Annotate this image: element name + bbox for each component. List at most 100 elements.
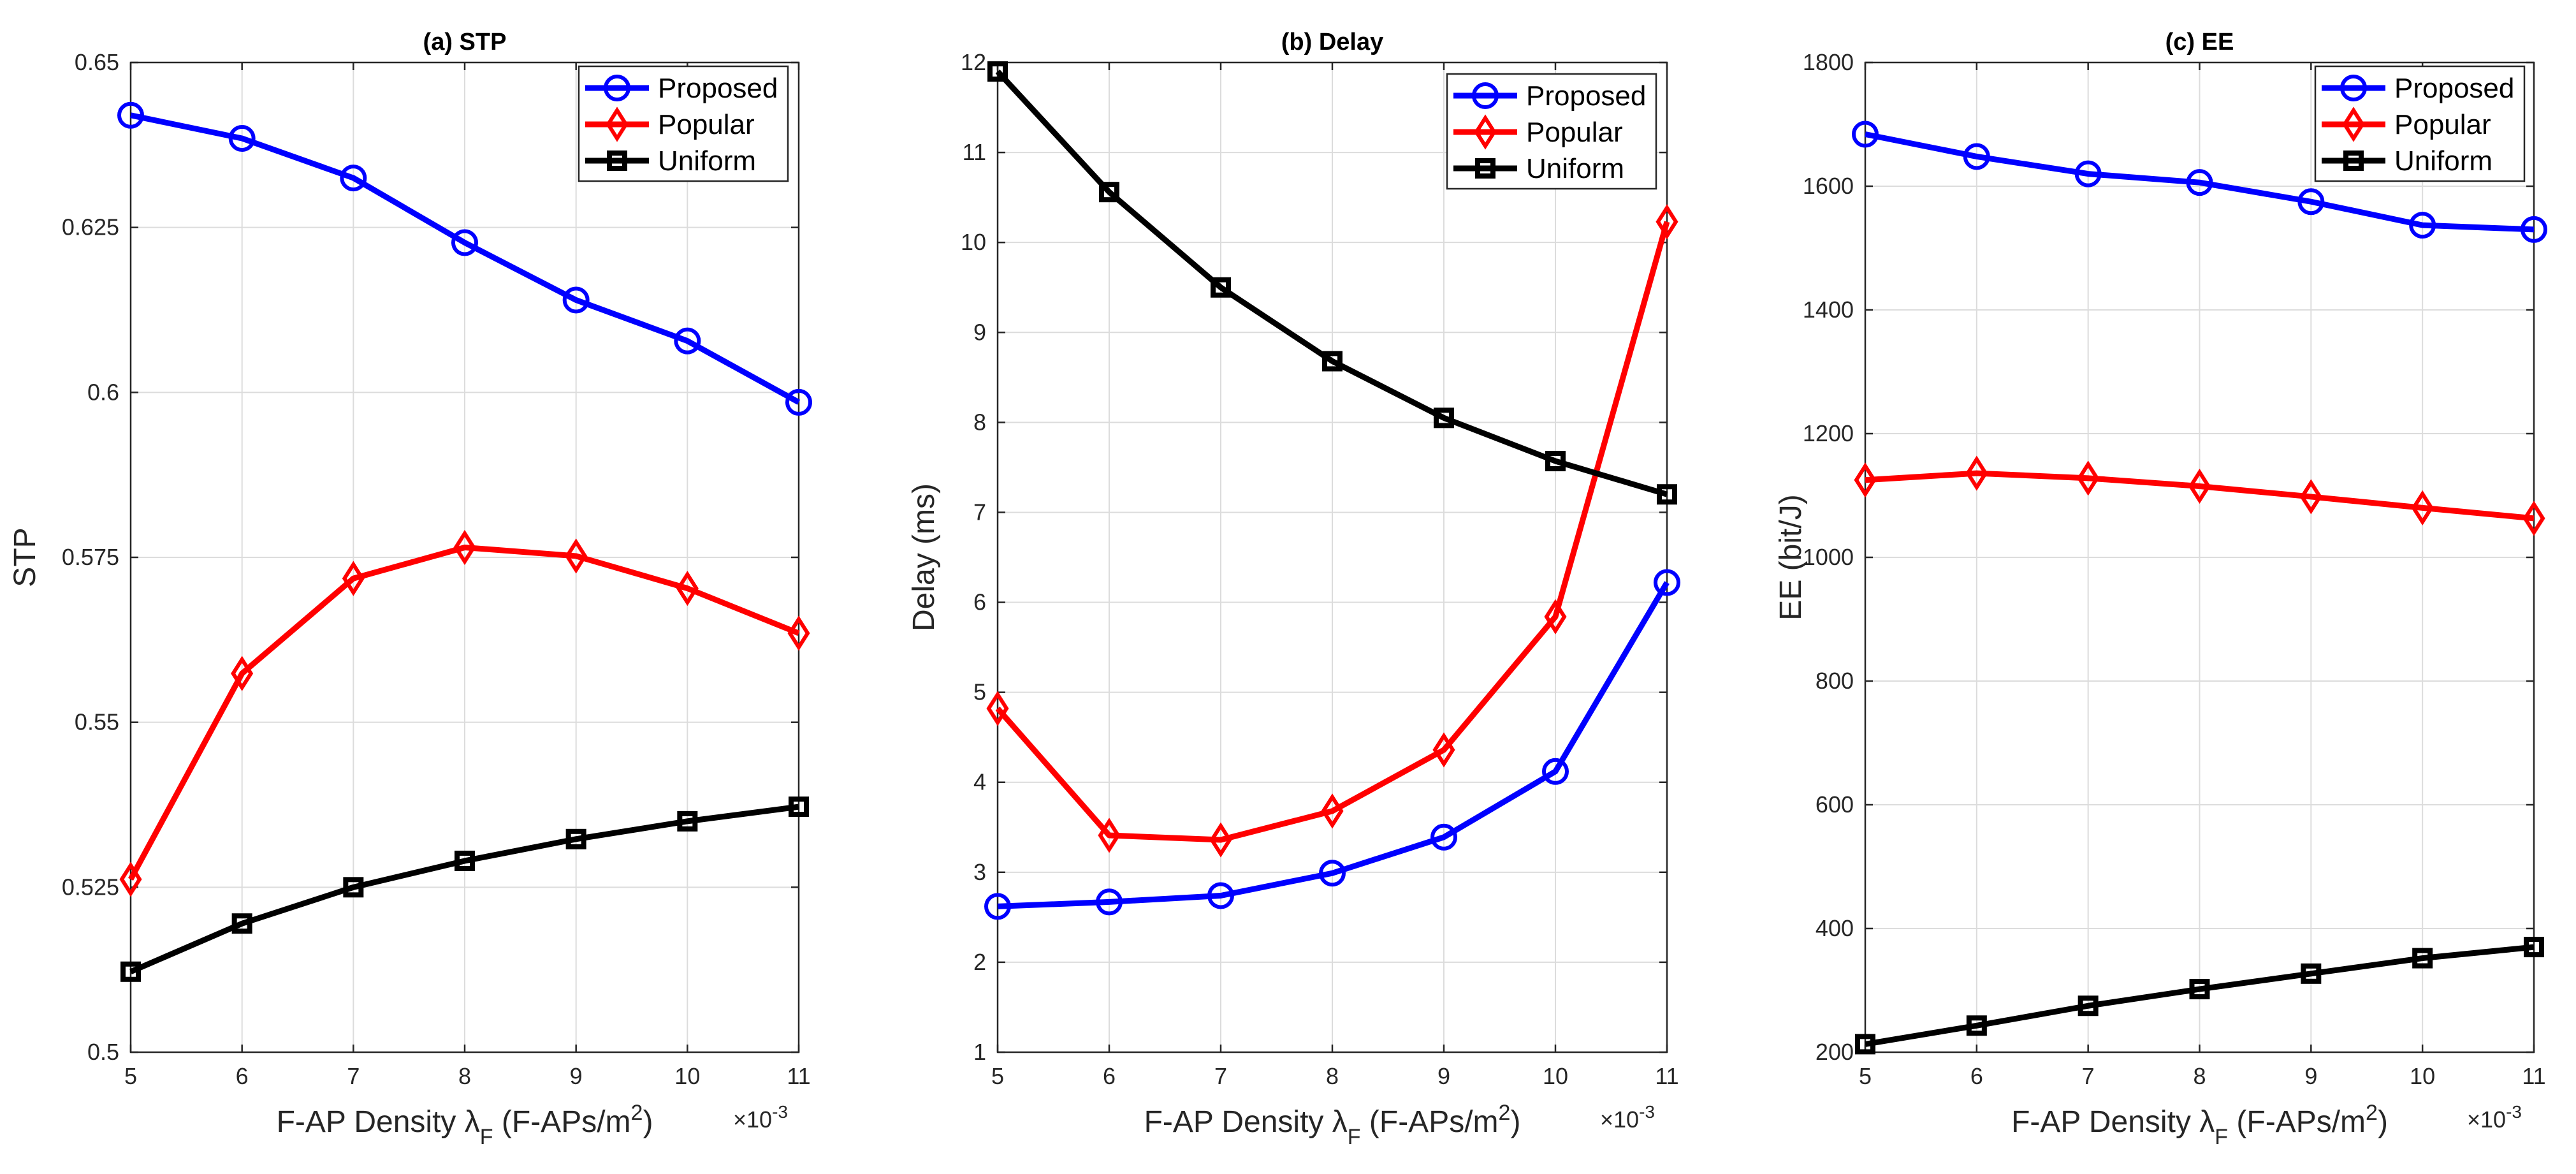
x-label-post: ) [643, 1105, 653, 1139]
data-point-uniform [1322, 351, 1343, 372]
data-point-popular [2522, 501, 2545, 536]
x-label-sub: F [2215, 1125, 2228, 1149]
legend-marker-uniform [2343, 150, 2364, 171]
y-tick-label: 1200 [1803, 420, 1854, 446]
y-tick-label: 3 [973, 859, 986, 885]
data-point-popular [1854, 462, 1877, 498]
x-label-mid: (F-APs/m [2228, 1105, 2366, 1139]
series-popular [119, 529, 810, 897]
legend-marker-uniform [1475, 158, 1495, 179]
y-tick-label: 11 [963, 139, 986, 165]
legend-label-popular: Popular [1526, 117, 1623, 148]
x-tick-label: 7 [347, 1063, 360, 1089]
legend-label-uniform: Uniform [658, 145, 756, 177]
data-point-uniform [1855, 1034, 1875, 1055]
x-tick-label: 8 [2193, 1063, 2206, 1089]
series-proposed [984, 569, 1680, 920]
series-uniform [120, 796, 809, 982]
legend-label-proposed: Proposed [2394, 73, 2514, 104]
x-label-post: ) [2378, 1105, 2388, 1139]
data-point-proposed [340, 165, 367, 192]
x-exponent-power: -3 [1639, 1102, 1655, 1122]
data-point-uniform [565, 828, 586, 849]
legend-label-uniform: Uniform [1526, 153, 1624, 184]
x-exponent-label: ×10-3 [733, 1102, 788, 1133]
y-tick-label: 0.55 [75, 709, 119, 735]
x-tick-label: 9 [570, 1063, 583, 1089]
legend-marker-proposed [2340, 75, 2367, 101]
data-point-popular [231, 656, 254, 691]
data-point-proposed [228, 124, 256, 152]
x-tick-label: 8 [458, 1063, 471, 1089]
x-label-sup: 2 [2366, 1101, 2378, 1125]
y-tick-label: 0.65 [75, 49, 119, 75]
x-tick-label: 5 [1859, 1063, 1872, 1089]
y-axis-label: EE (bit/J) [1774, 494, 1808, 620]
y-tick-label: 200 [1816, 1039, 1854, 1065]
y-tick-label: 2 [973, 949, 986, 975]
series-line-proposed [1865, 131, 2535, 233]
y-tick-label: 1000 [1803, 544, 1854, 570]
y-tick-label: 8 [973, 409, 986, 435]
x-axis-label: F-AP Density λF (F-APs/m2) [1144, 1101, 1521, 1149]
y-tick-label: 9 [973, 319, 986, 345]
x-exponent-base: ×10 [1600, 1106, 1639, 1133]
y-tick-label: 5 [973, 679, 986, 705]
data-point-proposed [117, 101, 144, 129]
legend-label-proposed: Proposed [1526, 80, 1646, 112]
series-line-popular [1865, 470, 2535, 522]
data-point-proposed [785, 388, 812, 416]
series-line-popular [995, 221, 1670, 843]
data-point-uniform [2189, 979, 2210, 1000]
data-point-proposed [1542, 758, 1569, 785]
y-tick-label: 400 [1816, 915, 1854, 941]
x-label-sub: F [480, 1125, 493, 1149]
y-tick-label: 7 [973, 499, 986, 525]
data-point-uniform [1657, 484, 1677, 505]
y-tick-label: 6 [973, 589, 986, 615]
data-point-proposed [1852, 121, 1879, 148]
x-label-mid: (F-APs/m [1361, 1105, 1499, 1139]
data-point-popular [119, 862, 142, 897]
data-point-proposed [984, 893, 1011, 920]
series-uniform [987, 61, 1677, 505]
data-point-proposed [1654, 569, 1680, 596]
y-tick-label: 0.625 [62, 214, 119, 240]
y-tick-label: 1800 [1803, 49, 1854, 75]
data-point-uniform [2412, 948, 2433, 969]
legend-marker-uniform [607, 150, 627, 171]
x-tick-label: 7 [1214, 1063, 1227, 1089]
chart-title: (a) STP [423, 29, 507, 55]
y-tick-label: 800 [1816, 668, 1854, 694]
x-tick-label: 6 [236, 1063, 249, 1089]
data-point-uniform [1545, 451, 1566, 472]
x-exponent-base: ×10 [2467, 1106, 2506, 1133]
data-point-uniform [789, 796, 809, 818]
data-point-popular [676, 571, 699, 606]
y-tick-label: 1 [973, 1039, 986, 1065]
data-point-proposed [2074, 160, 2102, 187]
series-proposed [117, 101, 812, 416]
data-point-popular [1098, 818, 1121, 853]
y-tick-label: 600 [1816, 791, 1854, 818]
legend-marker-proposed [1472, 82, 1499, 109]
data-point-uniform [1211, 277, 1231, 298]
y-tick-label: 10 [961, 229, 986, 255]
x-axis-label: F-AP Density λF (F-APs/m2) [277, 1101, 653, 1149]
legend-marker-popular [2342, 106, 2365, 142]
x-exponent-base: ×10 [733, 1106, 772, 1133]
series-line-proposed [130, 112, 801, 405]
data-point-proposed [1319, 860, 1346, 887]
series-popular [986, 204, 1678, 858]
data-point-popular [986, 691, 1009, 726]
x-exponent-power: -3 [772, 1102, 788, 1122]
y-tick-label: 12 [961, 49, 986, 75]
chart-title: (b) Delay [1281, 29, 1383, 55]
data-point-proposed [2186, 169, 2213, 196]
y-tick-label: 1600 [1803, 173, 1854, 199]
series-line-proposed [997, 581, 1670, 909]
x-label-sub: F [1348, 1125, 1361, 1149]
data-point-proposed [2409, 212, 2436, 239]
x-label-sup: 2 [631, 1101, 643, 1125]
